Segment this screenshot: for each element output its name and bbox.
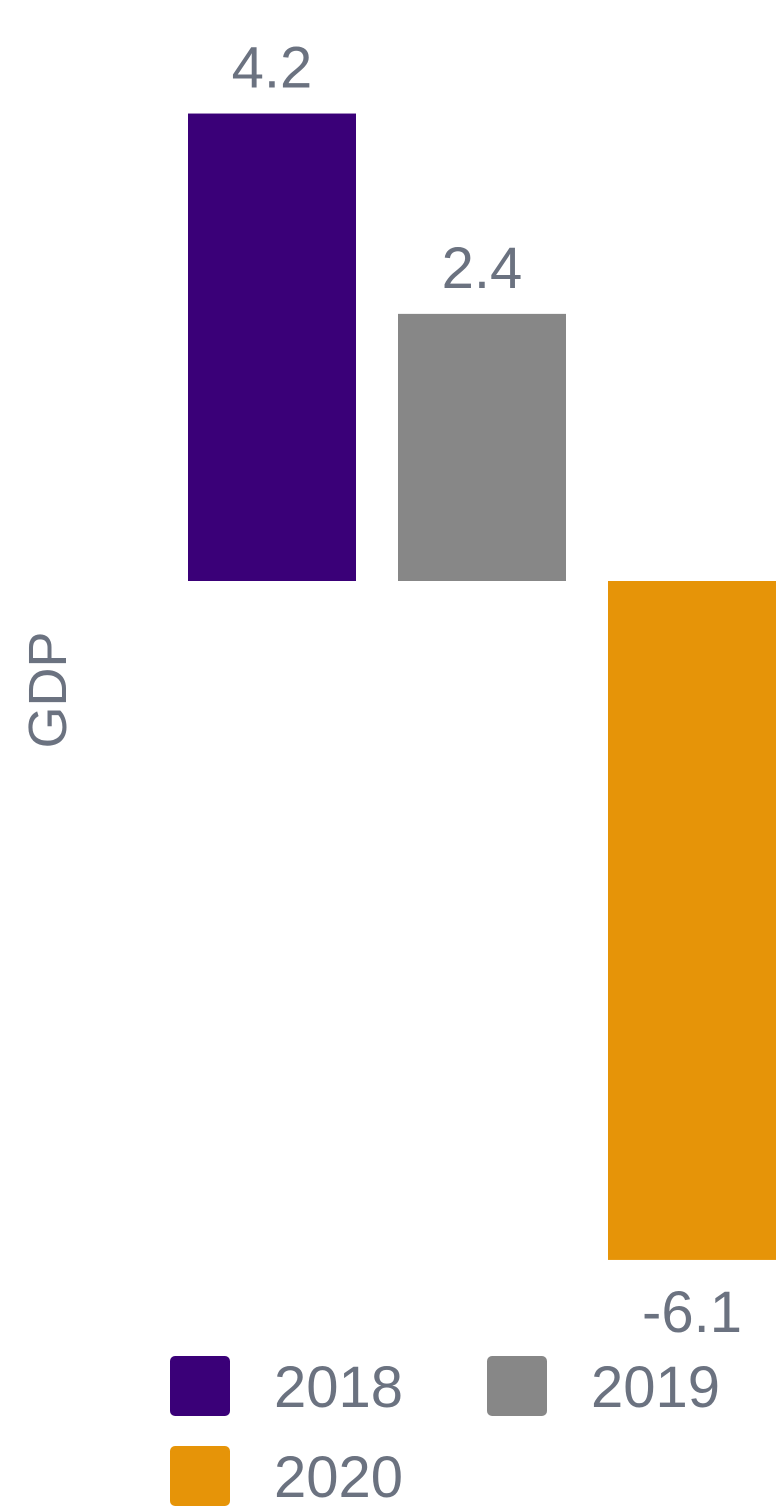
y-axis-label: GDP [18,631,78,748]
bar-2020 [608,581,776,1260]
legend-label-2020: 2020 [274,1445,403,1510]
legend-swatch-2018 [170,1356,230,1416]
bar-2018 [188,113,356,581]
bars-group [188,113,776,1260]
data-label-2020: -6.1 [642,1280,742,1345]
data-label-2018: 4.2 [232,36,313,101]
legend-item-2020: 2020 [170,1445,403,1510]
legend-swatch-2020 [170,1446,230,1506]
legend-item-2019: 2019 [487,1355,720,1420]
data-label-2019: 2.4 [442,236,523,301]
legend-swatch-2019 [487,1356,547,1416]
legend: 2018 2019 2020 [170,1355,720,1510]
bar-2019 [398,313,566,581]
legend-item-2018: 2018 [170,1355,403,1420]
legend-label-2019: 2019 [591,1355,720,1420]
legend-label-2018: 2018 [274,1355,403,1420]
data-labels-group: 4.2 2.4 -6.1 [232,36,742,1345]
